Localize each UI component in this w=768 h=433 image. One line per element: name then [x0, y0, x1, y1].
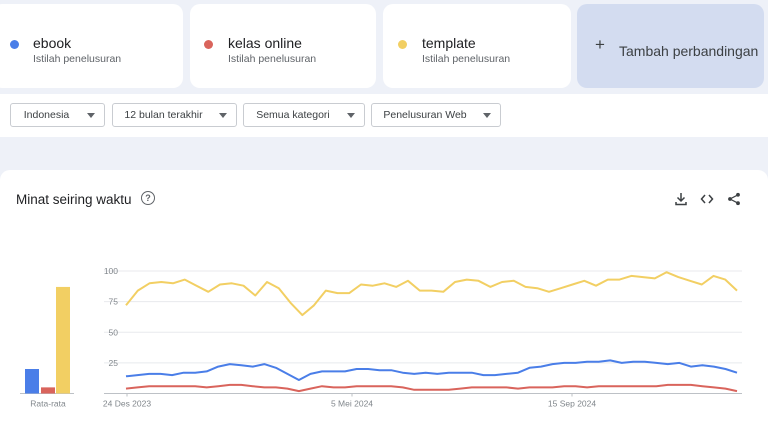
- filter-label: Indonesia: [23, 109, 70, 121]
- average-label: Rata-rata: [30, 399, 66, 409]
- y-tick-label: 50: [109, 327, 119, 337]
- average-bars: Rata-rata: [20, 286, 74, 409]
- caret-down-icon: [347, 113, 355, 118]
- term-subtitle: Istilah penelusuran: [422, 53, 511, 65]
- series-line-ebook: [125, 359, 738, 381]
- series-color-dot: [398, 40, 407, 49]
- term-card-template[interactable]: template Istilah penelusuran: [383, 4, 571, 88]
- chart-title: Minat seiring waktu: [16, 192, 132, 207]
- term-card-ebook[interactable]: ebook Istilah penelusuran: [0, 4, 183, 88]
- average-bar-template: [56, 286, 70, 394]
- y-tick-label: 100: [104, 266, 118, 276]
- embed-code-icon[interactable]: [700, 192, 714, 206]
- average-bar-ebook: [25, 369, 39, 394]
- interest-chart: Rata-rata 100 75 50 25 24 Des 2023 5 Mei 2024…: [20, 266, 742, 409]
- y-tick-label: 75: [109, 297, 119, 307]
- chart-gridlines: [104, 270, 742, 397]
- help-icon[interactable]: ?: [141, 191, 155, 205]
- series-line-template: [125, 271, 738, 317]
- series-color-dot: [10, 40, 19, 49]
- caret-down-icon: [87, 113, 95, 118]
- add-comparison-label: Tambah perbandingan: [619, 43, 759, 59]
- term-card-kelas-online[interactable]: kelas online Istilah penelusuran: [190, 4, 376, 88]
- term-name: template: [422, 35, 476, 51]
- filter-search-type-dropdown[interactable]: Penelusuran Web: [371, 103, 501, 127]
- term-subtitle: Istilah penelusuran: [228, 53, 317, 65]
- filter-time-dropdown[interactable]: 12 bulan terakhir: [112, 103, 237, 127]
- caret-down-icon: [483, 113, 491, 118]
- filter-label: 12 bulan terakhir: [124, 109, 203, 121]
- series-line-kelas-online: [125, 383, 738, 393]
- filter-category-dropdown[interactable]: Semua kategori: [243, 103, 365, 127]
- add-comparison-button[interactable]: + Tambah perbandingan: [577, 4, 764, 88]
- filter-bar: Indonesia 12 bulan terakhir Semua katego…: [0, 94, 768, 137]
- series-color-dot: [204, 40, 213, 49]
- caret-down-icon: [219, 113, 227, 118]
- interest-over-time-card: Minat seiring waktu ? Rata-rata 100 75 50 2…: [0, 170, 768, 433]
- filter-label: Penelusuran Web: [383, 109, 467, 121]
- term-subtitle: Istilah penelusuran: [33, 53, 122, 65]
- x-tick-label: 15 Sep 2024: [548, 399, 596, 409]
- plus-icon: +: [595, 35, 605, 54]
- y-tick-label: 25: [109, 358, 119, 368]
- share-icon[interactable]: [727, 192, 741, 206]
- x-tick-label: 24 Des 2023: [103, 399, 151, 409]
- download-icon[interactable]: [674, 192, 688, 206]
- term-name: ebook: [33, 35, 72, 51]
- filter-region-dropdown[interactable]: Indonesia: [10, 103, 105, 127]
- filter-label: Semua kategori: [256, 109, 330, 121]
- x-tick-label: 5 Mei 2024: [331, 399, 373, 409]
- average-bar-kelas-online: [41, 387, 55, 394]
- chart-lines: [125, 271, 738, 393]
- term-name: kelas online: [228, 35, 302, 51]
- chart-tick-labels: 100 75 50 25 24 Des 2023 5 Mei 2024 15 Sep 202…: [103, 266, 596, 409]
